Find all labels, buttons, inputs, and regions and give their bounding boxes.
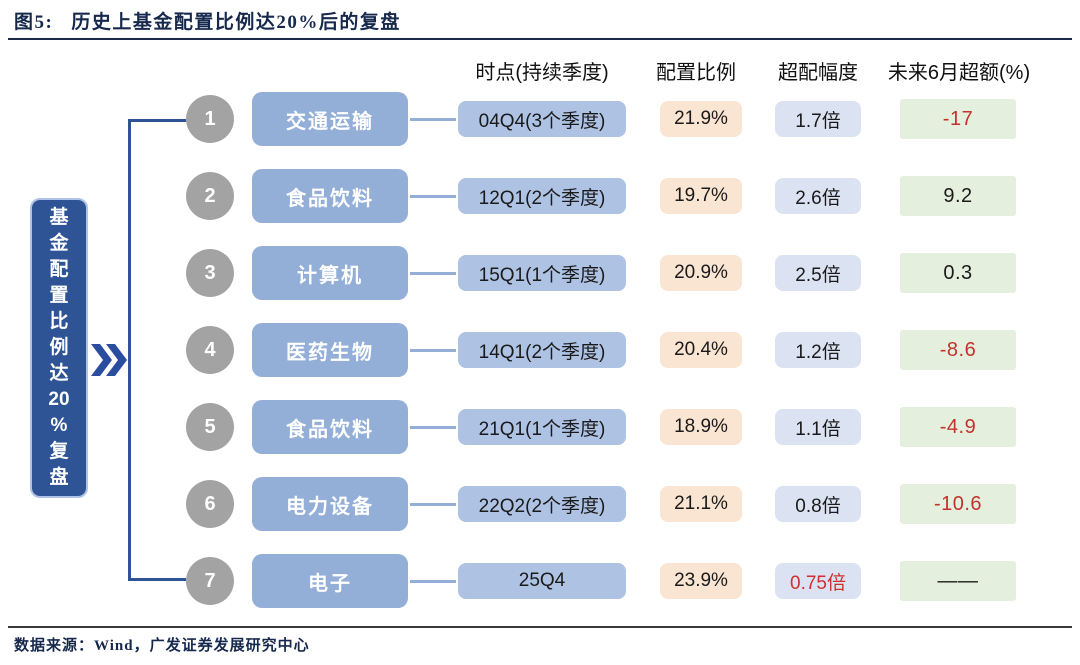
title-divider bbox=[8, 38, 1072, 40]
ratio-cell: 23.9% bbox=[660, 563, 742, 599]
column-header-excess: 未来6月超额(%) bbox=[887, 61, 1031, 84]
excess-cell: 9.2 bbox=[900, 176, 1016, 216]
figure-title: 图5: 历史上基金配置比例达20%后的复盘 bbox=[14, 7, 401, 34]
ratio-cell: 19.7% bbox=[660, 178, 742, 214]
column-header-ratio: 配置比例 bbox=[656, 61, 736, 84]
table-row: 3 计算机 15Q1(1个季度) 20.9% 2.5倍 0.3 bbox=[0, 235, 1080, 312]
industry-box: 食品饮料 bbox=[252, 400, 408, 454]
industry-box: 医药生物 bbox=[252, 323, 408, 377]
connector-line bbox=[410, 349, 456, 352]
over-cell: 0.8倍 bbox=[775, 486, 861, 522]
banner-char: 置 bbox=[49, 285, 69, 306]
banner-char: 盘 bbox=[49, 467, 69, 488]
tree-bracket bbox=[128, 119, 186, 581]
over-cell: 2.6倍 bbox=[775, 178, 861, 214]
excess-cell: —— bbox=[900, 561, 1016, 601]
fast-forward-icon bbox=[91, 344, 127, 381]
row-number-badge: 6 bbox=[186, 480, 234, 528]
ratio-cell: 20.4% bbox=[660, 332, 742, 368]
row-number-badge: 5 bbox=[186, 403, 234, 451]
time-cell: 14Q1(2个季度) bbox=[458, 332, 626, 368]
ratio-cell: 20.9% bbox=[660, 255, 742, 291]
connector-line bbox=[410, 272, 456, 275]
time-cell: 22Q2(2个季度) bbox=[458, 486, 626, 522]
banner-char: 达 bbox=[49, 363, 69, 384]
ratio-cell: 18.9% bbox=[660, 409, 742, 445]
industry-box: 食品饮料 bbox=[252, 169, 408, 223]
row-number-badge: 1 bbox=[186, 95, 234, 143]
over-cell: 1.2倍 bbox=[775, 332, 861, 368]
excess-cell: -17 bbox=[900, 99, 1016, 139]
banner-char: 比 bbox=[49, 311, 69, 332]
over-cell: 1.1倍 bbox=[775, 409, 861, 445]
industry-box: 交通运输 bbox=[252, 92, 408, 146]
time-cell: 15Q1(1个季度) bbox=[458, 255, 626, 291]
column-header-over: 超配幅度 bbox=[778, 61, 858, 84]
time-cell: 21Q1(1个季度) bbox=[458, 409, 626, 445]
connector-line bbox=[410, 580, 456, 583]
banner-char: 复 bbox=[49, 441, 69, 462]
time-cell: 12Q1(2个季度) bbox=[458, 178, 626, 214]
left-banner: 基 金 配 置 比 例 达 20 % 复 盘 bbox=[30, 198, 88, 498]
over-cell: 2.5倍 bbox=[775, 255, 861, 291]
banner-char: 例 bbox=[49, 337, 69, 358]
table-row: 7 电子 25Q4 23.9% 0.75倍 —— bbox=[0, 543, 1080, 620]
over-cell: 1.7倍 bbox=[775, 101, 861, 137]
excess-cell: -8.6 bbox=[900, 330, 1016, 370]
column-header-time: 时点(持续季度) bbox=[475, 61, 609, 84]
excess-cell: -4.9 bbox=[900, 407, 1016, 447]
connector-line bbox=[410, 195, 456, 198]
table-row: 5 食品饮料 21Q1(1个季度) 18.9% 1.1倍 -4.9 bbox=[0, 389, 1080, 466]
industry-box: 电子 bbox=[252, 554, 408, 608]
table-row: 1 交通运输 04Q4(3个季度) 21.9% 1.7倍 -17 bbox=[0, 81, 1080, 158]
table-row: 2 食品饮料 12Q1(2个季度) 19.7% 2.6倍 9.2 bbox=[0, 158, 1080, 235]
banner-char: 基 bbox=[49, 207, 69, 228]
figure-title-text: 历史上基金配置比例达20%后的复盘 bbox=[71, 12, 401, 33]
figure-number: 图5: bbox=[14, 12, 54, 33]
banner-char: % bbox=[50, 415, 68, 436]
row-number-badge: 7 bbox=[186, 557, 234, 605]
time-cell: 25Q4 bbox=[458, 563, 626, 599]
banner-char: 20 bbox=[48, 389, 70, 410]
time-cell: 04Q4(3个季度) bbox=[458, 101, 626, 137]
banner-char: 配 bbox=[49, 259, 69, 280]
over-cell: 0.75倍 bbox=[775, 563, 861, 599]
row-number-badge: 3 bbox=[186, 249, 234, 297]
connector-line bbox=[410, 118, 456, 121]
ratio-cell: 21.1% bbox=[660, 486, 742, 522]
data-source: 数据来源：Wind，广发证券发展研究中心 bbox=[14, 638, 310, 654]
connector-line bbox=[410, 503, 456, 506]
table-row: 6 电力设备 22Q2(2个季度) 21.1% 0.8倍 -10.6 bbox=[0, 466, 1080, 543]
excess-cell: 0.3 bbox=[900, 253, 1016, 293]
industry-box: 计算机 bbox=[252, 246, 408, 300]
row-number-badge: 4 bbox=[186, 326, 234, 374]
bottom-divider bbox=[8, 626, 1072, 628]
industry-box: 电力设备 bbox=[252, 477, 408, 531]
banner-char: 金 bbox=[49, 233, 69, 254]
ratio-cell: 21.9% bbox=[660, 101, 742, 137]
connector-line bbox=[410, 426, 456, 429]
excess-cell: -10.6 bbox=[900, 484, 1016, 524]
row-number-badge: 2 bbox=[186, 172, 234, 220]
table-row: 4 医药生物 14Q1(2个季度) 20.4% 1.2倍 -8.6 bbox=[0, 312, 1080, 389]
